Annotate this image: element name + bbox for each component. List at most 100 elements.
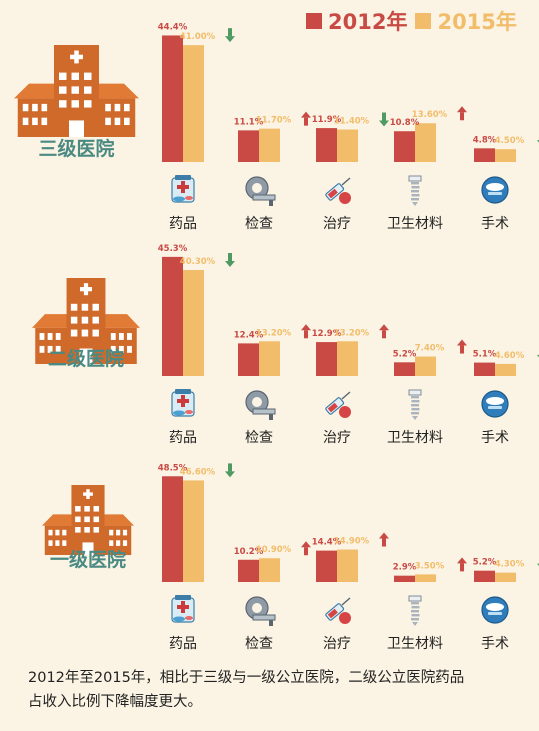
window <box>105 117 111 126</box>
category-label: 治疗 <box>323 430 351 446</box>
window <box>110 333 116 340</box>
cross-horizontal <box>70 54 83 60</box>
bar-2015 <box>415 123 436 162</box>
window <box>41 103 48 112</box>
data-label-2012: 10.2% <box>234 547 264 557</box>
window <box>48 540 53 546</box>
window <box>110 345 116 353</box>
data-label-2012: 14.4% <box>312 538 342 548</box>
window <box>105 103 111 112</box>
data-label-2012: 12.9% <box>312 329 342 339</box>
window <box>55 529 60 536</box>
window <box>116 540 121 546</box>
crown <box>408 389 422 396</box>
window <box>93 506 100 512</box>
arrow-head <box>457 106 467 113</box>
thread <box>411 186 420 189</box>
window <box>71 100 79 108</box>
bar-2015 <box>259 558 280 582</box>
window <box>92 303 99 311</box>
ct-scanner-icon <box>245 390 276 420</box>
window <box>55 540 60 546</box>
window <box>55 345 61 353</box>
legend-label-2012: 2012年 <box>328 10 408 34</box>
ct-scanner-icon <box>245 176 276 206</box>
scalpel <box>488 406 502 409</box>
window <box>48 529 53 536</box>
legend-swatch-2012 <box>306 13 322 29</box>
crown <box>408 175 422 182</box>
bar-2012 <box>474 362 495 376</box>
window <box>70 303 78 311</box>
caption-line-2: 占收入比例下降幅度更大。 <box>28 694 202 710</box>
mask <box>486 603 504 611</box>
needle <box>341 597 351 606</box>
arrow-shaft <box>382 330 386 339</box>
surgery-icon <box>481 390 509 418</box>
arrow-head <box>457 339 467 346</box>
data-label-2012: 11.9% <box>312 115 342 125</box>
tip <box>412 622 418 626</box>
hospital-label: 一级医院 <box>50 548 126 571</box>
arrow-shaft <box>382 538 386 547</box>
arrow-shaft <box>460 563 464 572</box>
chart-panel-2: 二级医院45.3%40.30%药品12.4%13.20%检查12.9%13.20… <box>32 244 539 446</box>
window <box>47 333 53 340</box>
window <box>84 86 92 94</box>
dental-implant-icon <box>408 175 422 206</box>
bore <box>252 603 262 613</box>
data-label-2015: 4.50% <box>495 136 525 146</box>
bed <box>252 408 276 415</box>
category-label: 治疗 <box>323 216 351 232</box>
window <box>124 103 130 112</box>
needle <box>341 391 351 400</box>
thread <box>411 412 419 415</box>
thread <box>411 400 420 403</box>
arrow-head <box>301 324 311 331</box>
data-label-2015: 46.60% <box>180 467 216 477</box>
pill <box>185 410 193 414</box>
arrow-shaft <box>460 345 464 354</box>
bar-2015 <box>495 363 516 376</box>
window <box>22 117 29 126</box>
syringe-icon <box>325 391 351 418</box>
window <box>81 316 89 324</box>
data-label-2012: 5.1% <box>473 350 497 360</box>
bar-2015 <box>495 149 516 162</box>
data-label-2015: 14.90% <box>334 537 370 547</box>
chart-panel-3: 一级医院 48.5%46.60% 药品 10.2%10.90% 检查 14.4%14.90… <box>42 463 539 652</box>
bar-2015 <box>259 128 280 162</box>
dental-implant-icon <box>408 595 422 626</box>
window <box>71 72 79 80</box>
mask <box>486 397 504 405</box>
data-label-2012: 11.1% <box>234 117 264 127</box>
medicine-icon <box>171 595 195 623</box>
category-label: 卫生材料 <box>387 430 443 446</box>
arrow-up-icon <box>301 324 311 339</box>
thread <box>411 606 420 609</box>
arrow-head <box>379 532 389 539</box>
window <box>114 117 121 126</box>
bar-2012 <box>238 559 259 582</box>
window <box>70 316 78 324</box>
window <box>59 100 67 108</box>
arrow-up-icon <box>457 106 467 121</box>
tip <box>412 416 418 420</box>
syringe-icon <box>325 597 351 624</box>
ct-scanner-icon <box>245 596 276 626</box>
data-label-2015: 41.00% <box>180 32 216 42</box>
bore <box>252 397 262 407</box>
bar-2012 <box>394 575 415 582</box>
legend-item-2015: 2015年 <box>415 6 517 36</box>
window <box>32 103 38 112</box>
cross-h <box>177 185 189 189</box>
crown <box>408 595 422 602</box>
bar-2015 <box>259 341 280 376</box>
bar-2012 <box>316 342 337 376</box>
surgery-icon <box>481 596 509 624</box>
window <box>84 72 92 80</box>
pill <box>173 410 185 416</box>
bar-2012 <box>316 128 337 162</box>
window <box>39 333 45 340</box>
window <box>122 540 128 546</box>
